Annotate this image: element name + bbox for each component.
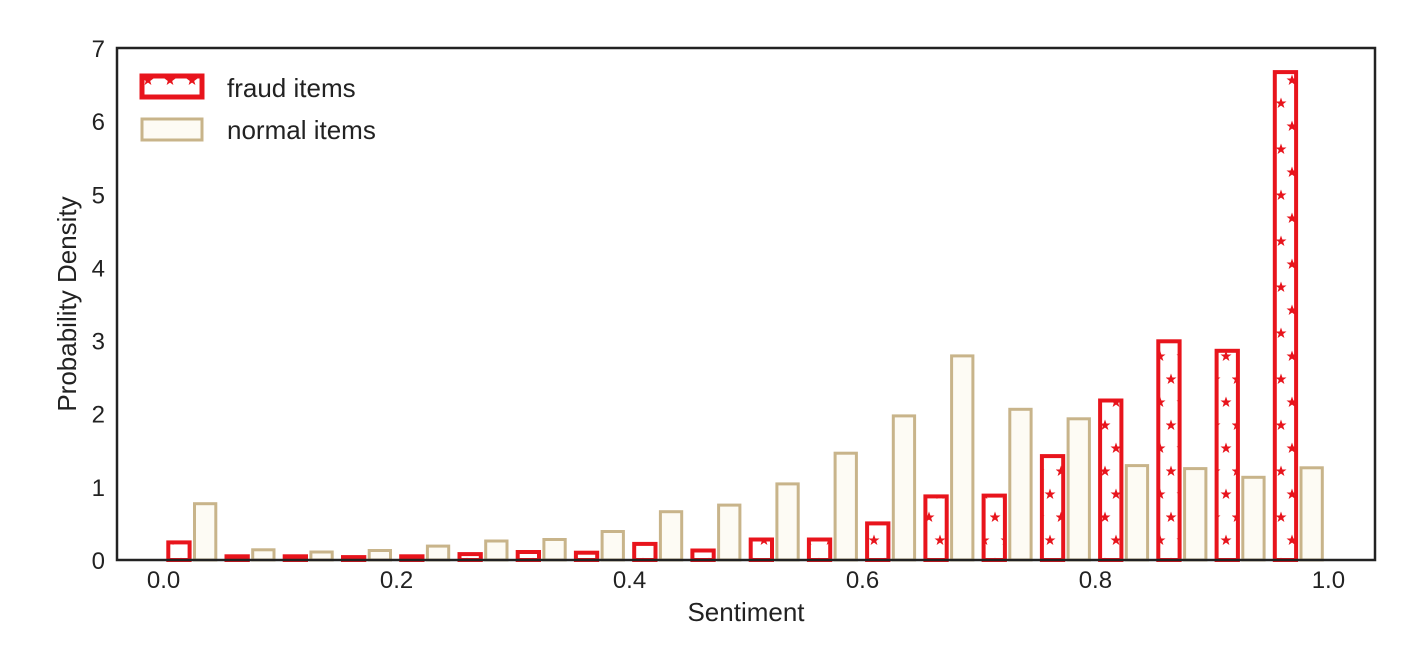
x-tick-label: 1.0 (1312, 567, 1345, 594)
y-tick-label: 3 (92, 329, 105, 356)
fraud-bar (806, 537, 833, 562)
fraud-bar (923, 494, 949, 562)
normal-bar (251, 548, 276, 562)
x-tick-label: 0.6 (846, 567, 879, 594)
normal-bar (1008, 407, 1033, 562)
normal-bar (1299, 466, 1324, 562)
normal-bar (1241, 475, 1266, 562)
fraud-bar (690, 548, 716, 562)
x-tick-label: 0.0 (147, 567, 180, 594)
fraud-bar (1039, 454, 1066, 563)
fraud-bar (1272, 70, 1299, 562)
x-tick-label: 0.4 (613, 567, 646, 594)
y-tick-label: 6 (92, 109, 105, 136)
normal-bar (891, 414, 917, 562)
x-tick-label: 0.8 (1079, 567, 1112, 594)
fraud-bar (1156, 339, 1182, 562)
normal-bar (484, 539, 509, 562)
normal-bar (950, 354, 975, 562)
y-tick-label: 1 (92, 475, 105, 502)
y-tick-label: 2 (92, 402, 105, 429)
y-tick-label: 0 (92, 548, 105, 575)
bars-group (166, 70, 1324, 563)
normal-bar (1124, 464, 1150, 562)
normal-bar (542, 538, 567, 562)
fraud-bar (1214, 348, 1240, 562)
legend-label-normal: normal items (227, 115, 376, 145)
fraud-bar (1098, 398, 1124, 562)
plot-frame (115, 46, 1377, 562)
normal-bar (775, 482, 800, 562)
legend-swatch-fraud (139, 73, 205, 100)
y-tick-label: 7 (92, 36, 105, 63)
x-axis-label: Sentiment (687, 597, 805, 627)
normal-bar (1066, 417, 1091, 562)
legend-label-fraud: fraud items (227, 73, 356, 103)
fraud-bar (748, 537, 775, 562)
normal-bar (600, 530, 625, 562)
y-axis-label: Probability Density (52, 196, 82, 411)
normal-bar (833, 451, 858, 562)
fraud-bar (981, 493, 1007, 563)
x-tick-label: 0.2 (380, 567, 413, 594)
normal-bar (193, 502, 218, 562)
fraud-bar (166, 540, 192, 563)
normal-bar (425, 544, 451, 562)
normal-bar (717, 503, 742, 562)
y-tick-label: 4 (92, 255, 105, 282)
normal-bar (367, 549, 393, 562)
fraud-bar (632, 541, 658, 563)
legend-swatch-normal (140, 117, 204, 142)
legend: fraud items normal items (139, 73, 376, 145)
fraud-bar (865, 521, 891, 563)
normal-bar (1183, 467, 1208, 562)
normal-bar (658, 510, 684, 562)
tick-labels-group: 0.0 0.2 0.4 0.6 0.8 1.0 0 1 2 3 4 5 6 7 (92, 36, 1345, 594)
y-tick-label: 5 (92, 182, 105, 209)
